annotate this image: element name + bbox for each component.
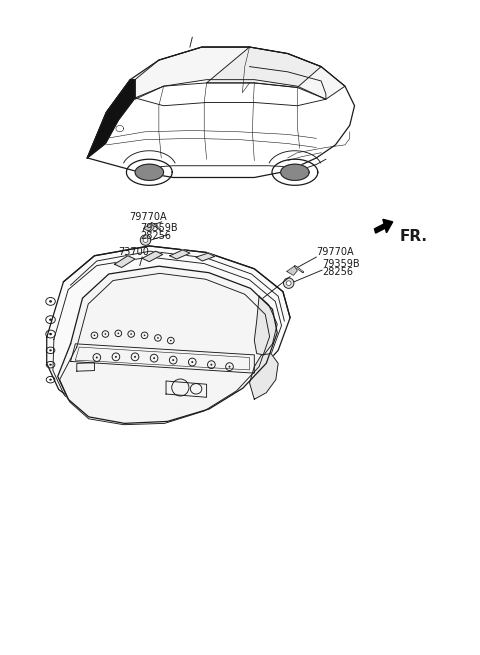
Ellipse shape (192, 361, 193, 363)
Polygon shape (196, 253, 215, 261)
Polygon shape (47, 246, 290, 415)
Text: FR.: FR. (400, 229, 428, 244)
Ellipse shape (115, 356, 117, 358)
Text: 28256: 28256 (140, 231, 171, 241)
Text: 79359B: 79359B (140, 223, 178, 233)
Ellipse shape (140, 235, 151, 246)
Polygon shape (135, 47, 345, 99)
Ellipse shape (49, 379, 52, 381)
Ellipse shape (157, 337, 159, 339)
Polygon shape (254, 296, 277, 355)
Ellipse shape (118, 333, 119, 334)
Text: 79770A: 79770A (316, 247, 354, 257)
Text: 79359B: 79359B (322, 259, 360, 269)
Ellipse shape (210, 364, 212, 365)
Polygon shape (206, 47, 321, 88)
Ellipse shape (49, 318, 52, 321)
Polygon shape (144, 223, 154, 233)
Polygon shape (58, 266, 277, 423)
Polygon shape (142, 251, 163, 261)
Polygon shape (135, 164, 164, 180)
Ellipse shape (286, 281, 291, 286)
Ellipse shape (96, 356, 98, 358)
Ellipse shape (228, 365, 230, 367)
Ellipse shape (172, 359, 174, 361)
FancyArrow shape (374, 219, 393, 233)
Ellipse shape (170, 340, 172, 341)
Ellipse shape (49, 364, 52, 365)
Ellipse shape (144, 335, 145, 336)
Ellipse shape (143, 238, 148, 242)
Polygon shape (170, 250, 190, 259)
Polygon shape (287, 266, 297, 275)
Polygon shape (250, 354, 278, 400)
Ellipse shape (49, 300, 52, 303)
Ellipse shape (153, 357, 155, 359)
Ellipse shape (131, 333, 132, 335)
Ellipse shape (94, 335, 96, 336)
Polygon shape (87, 80, 135, 158)
Ellipse shape (283, 278, 294, 288)
Text: 28256: 28256 (322, 267, 353, 276)
Ellipse shape (49, 349, 52, 351)
Polygon shape (115, 255, 135, 267)
Ellipse shape (134, 356, 136, 358)
Text: 79770A: 79770A (129, 212, 167, 222)
Ellipse shape (105, 333, 106, 335)
Text: 73700: 73700 (118, 247, 149, 257)
Ellipse shape (49, 333, 52, 335)
Polygon shape (281, 164, 309, 180)
